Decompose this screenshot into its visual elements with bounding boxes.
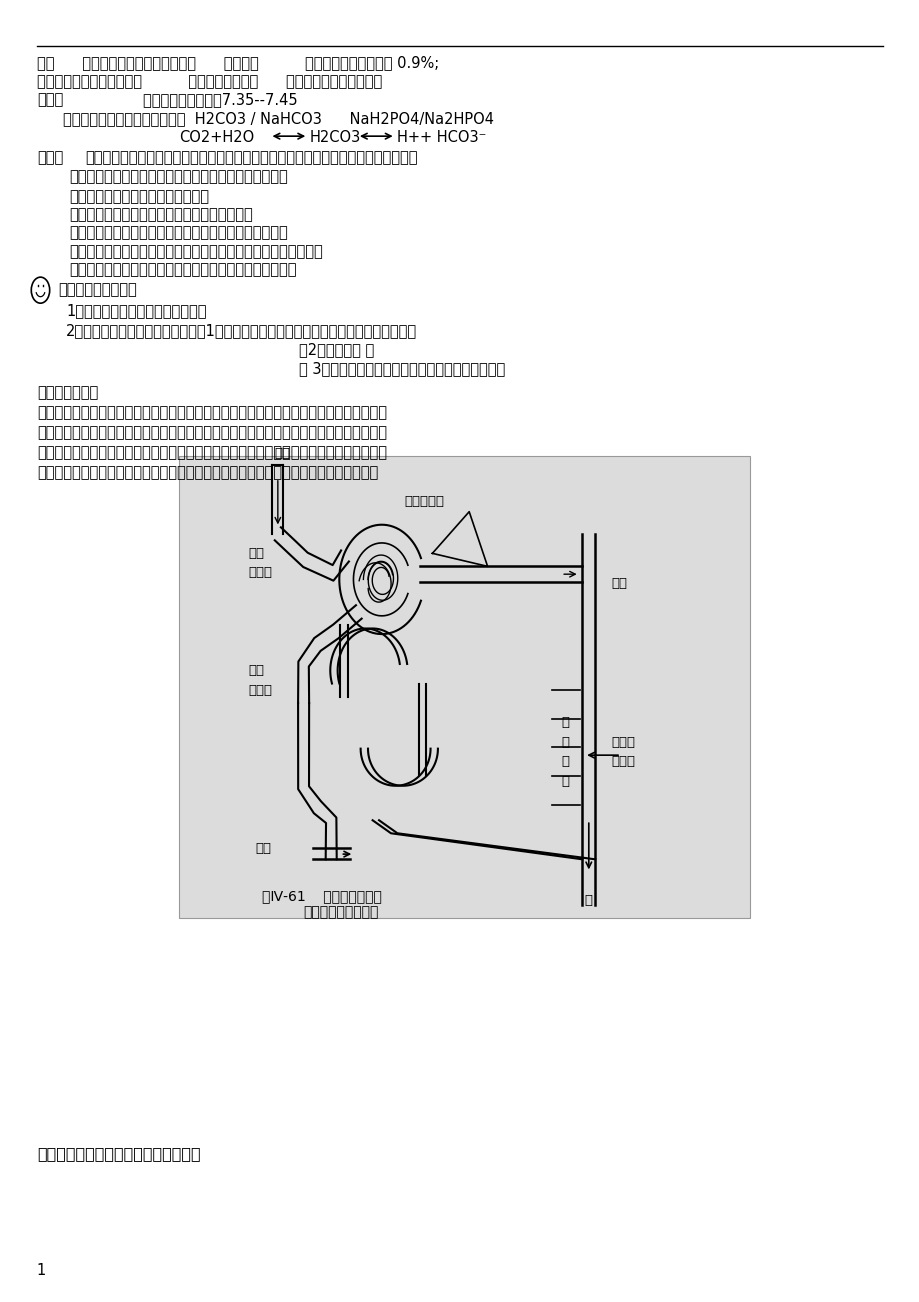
Text: 原尿: 原尿 [611, 577, 627, 590]
Text: 内环境的理化性质处于动态平衡中．: 内环境的理化性质处于动态平衡中． [69, 189, 209, 203]
Text: 小动脉: 小动脉 [248, 684, 272, 697]
Text: 直接参与物质交换的系统：消化，呼吸，循环，泌尿系统: 直接参与物质交换的系统：消化，呼吸，循环，泌尿系统 [69, 225, 288, 241]
Text: 酸碱度: 酸碱度 [37, 92, 63, 107]
Text: 血: 血 [562, 755, 569, 768]
Text: 1代谢废物运输困难：如淋巴管堵塞: 1代谢废物运输困难：如淋巴管堵塞 [66, 303, 207, 319]
Text: 物质的: 物质的 [611, 736, 635, 749]
Text: H++ HCO3⁻: H++ HCO3⁻ [397, 130, 486, 146]
Text: 组织水肿形成原因：: 组织水肿形成原因： [58, 283, 137, 297]
Text: 存；      吃多了咸瓜子，唇口会起皱；      水中毒；          生理盐水浓度一定要是 0.9%;: 存； 吃多了咸瓜子，唇口会起皱； 水中毒； 生理盐水浓度一定要是 0.9%; [37, 55, 438, 70]
Text: 小动脉: 小动脉 [248, 566, 272, 579]
Text: 缓冲对：一种弱酸和一种强碱盐  H2CO3 / NaHCO3      NaH2PO4/Na2HPO4: 缓冲对：一种弱酸和一种强碱盐 H2CO3 / NaHCO3 NaH2PO4/Na… [62, 111, 493, 126]
Text: 温度：: 温度： [37, 150, 63, 165]
Text: 有三种测量方法（直肠，腋下，口腔），恒温动物（不随外界温度变化而变化）与变温: 有三种测量方法（直肠，腋下，口腔），恒温动物（不随外界温度变化而变化）与变温 [85, 150, 417, 165]
Text: 尿的形成过程：血液流经肾小球时，血液中的尿酸、尿素、水、无机盐和葡萄糖等物质通过: 尿的形成过程：血液流经肾小球时，血液中的尿酸、尿素、水、无机盐和葡萄糖等物质通过 [37, 405, 386, 421]
Bar [179, 456, 749, 918]
Text: 内环境是细胞与外界环境进行物质交换的媒介。: 内环境是细胞与外界环境进行物质交换的媒介。 [69, 207, 253, 223]
Text: 正常人血浆近中性，7.35--7.45: 正常人血浆近中性，7.35--7.45 [106, 92, 297, 107]
Text: 重吸收: 重吸收 [611, 755, 635, 768]
Text: （ 3，肾炎，蛋白尿，使血浆中的蛋白质含量低。）: （ 3，肾炎，蛋白尿，使血浆中的蛋白质含量低。） [299, 361, 505, 376]
Text: 的全部葡萄糖、大部分水和部分无机盐，被肾小管重新吸收，回到肾小管周围毛细血管的血: 的全部葡萄糖、大部分水和部分无机盐，被肾小管重新吸收，回到肾小管周围毛细血管的血 [37, 445, 386, 461]
Text: 出球: 出球 [248, 664, 264, 677]
Text: （2，营养不良 ）: （2，营养不良 ） [299, 342, 374, 357]
Text: 肾小球的过滤作用，过滤到肾小囊中，形成原尿。当尿液流经肾小管时，原尿中对人体有用: 肾小球的过滤作用，过滤到肾小囊中，形成原尿。当尿液流经肾小管时，原尿中对人体有用 [37, 426, 386, 440]
Text: 实验一，生物体维持ＰＨ值稳定的机制: 实验一，生物体维持ＰＨ值稳定的机制 [37, 1146, 200, 1161]
Text: （示滤过和重吸收）: （示滤过和重吸收） [303, 905, 379, 919]
Text: 血液: 血液 [274, 447, 290, 460]
Text: 尿液的形成过程: 尿液的形成过程 [37, 385, 98, 400]
Text: 尿: 尿 [584, 894, 592, 907]
Text: 血液: 血液 [255, 842, 271, 855]
Text: 动物（随外界温度变化而变化）不同．温度主要影响酶。: 动物（随外界温度变化而变化）不同．温度主要影响酶。 [69, 169, 288, 184]
Text: 间接参与的系统（调节机制）：神经－体液（内分沁系统）－免疫: 间接参与的系统（调节机制）：神经－体液（内分沁系统）－免疫 [69, 243, 323, 259]
Text: 人体稳态调节能力是有一定限度的．同时调节也是相对的。: 人体稳态调节能力是有一定限度的．同时调节也是相对的。 [69, 262, 296, 277]
Text: 细: 细 [562, 736, 569, 749]
Text: 图Ⅳ-61    尿的形成示意图: 图Ⅳ-61 尿的形成示意图 [262, 889, 381, 904]
Text: 物质的滤过: 物质的滤过 [404, 495, 444, 508]
Text: 入球: 入球 [248, 547, 264, 560]
Text: 管: 管 [562, 775, 569, 788]
Text: 红细胞放在清水中会胀破；          吃冰棋淋会口渴；      白开水是最好的饮料；）: 红细胞放在清水中会胀破； 吃冰棋淋会口渴； 白开水是最好的饮料；） [37, 74, 381, 89]
Text: 毛: 毛 [562, 716, 569, 729]
Text: 1: 1 [37, 1263, 46, 1279]
Text: H2CO3: H2CO3 [310, 130, 361, 146]
Text: 2渗透问题；血浆中蛋白质含量低（1，过敏，毛细血管通透性增强，蛋白质进入组织液）: 2渗透问题；血浆中蛋白质含量低（1，过敏，毛细血管通透性增强，蛋白质进入组织液） [66, 323, 417, 337]
Text: CO2+H2O: CO2+H2O [179, 130, 255, 146]
Text: 液里。原尿经过肾小管的重吸收作用，剩下的水和无机盐、尿素和尿酸等就形成了尿液。: 液里。原尿经过肾小管的重吸收作用，剩下的水和无机盐、尿素和尿酸等就形成了尿液。 [37, 465, 378, 480]
